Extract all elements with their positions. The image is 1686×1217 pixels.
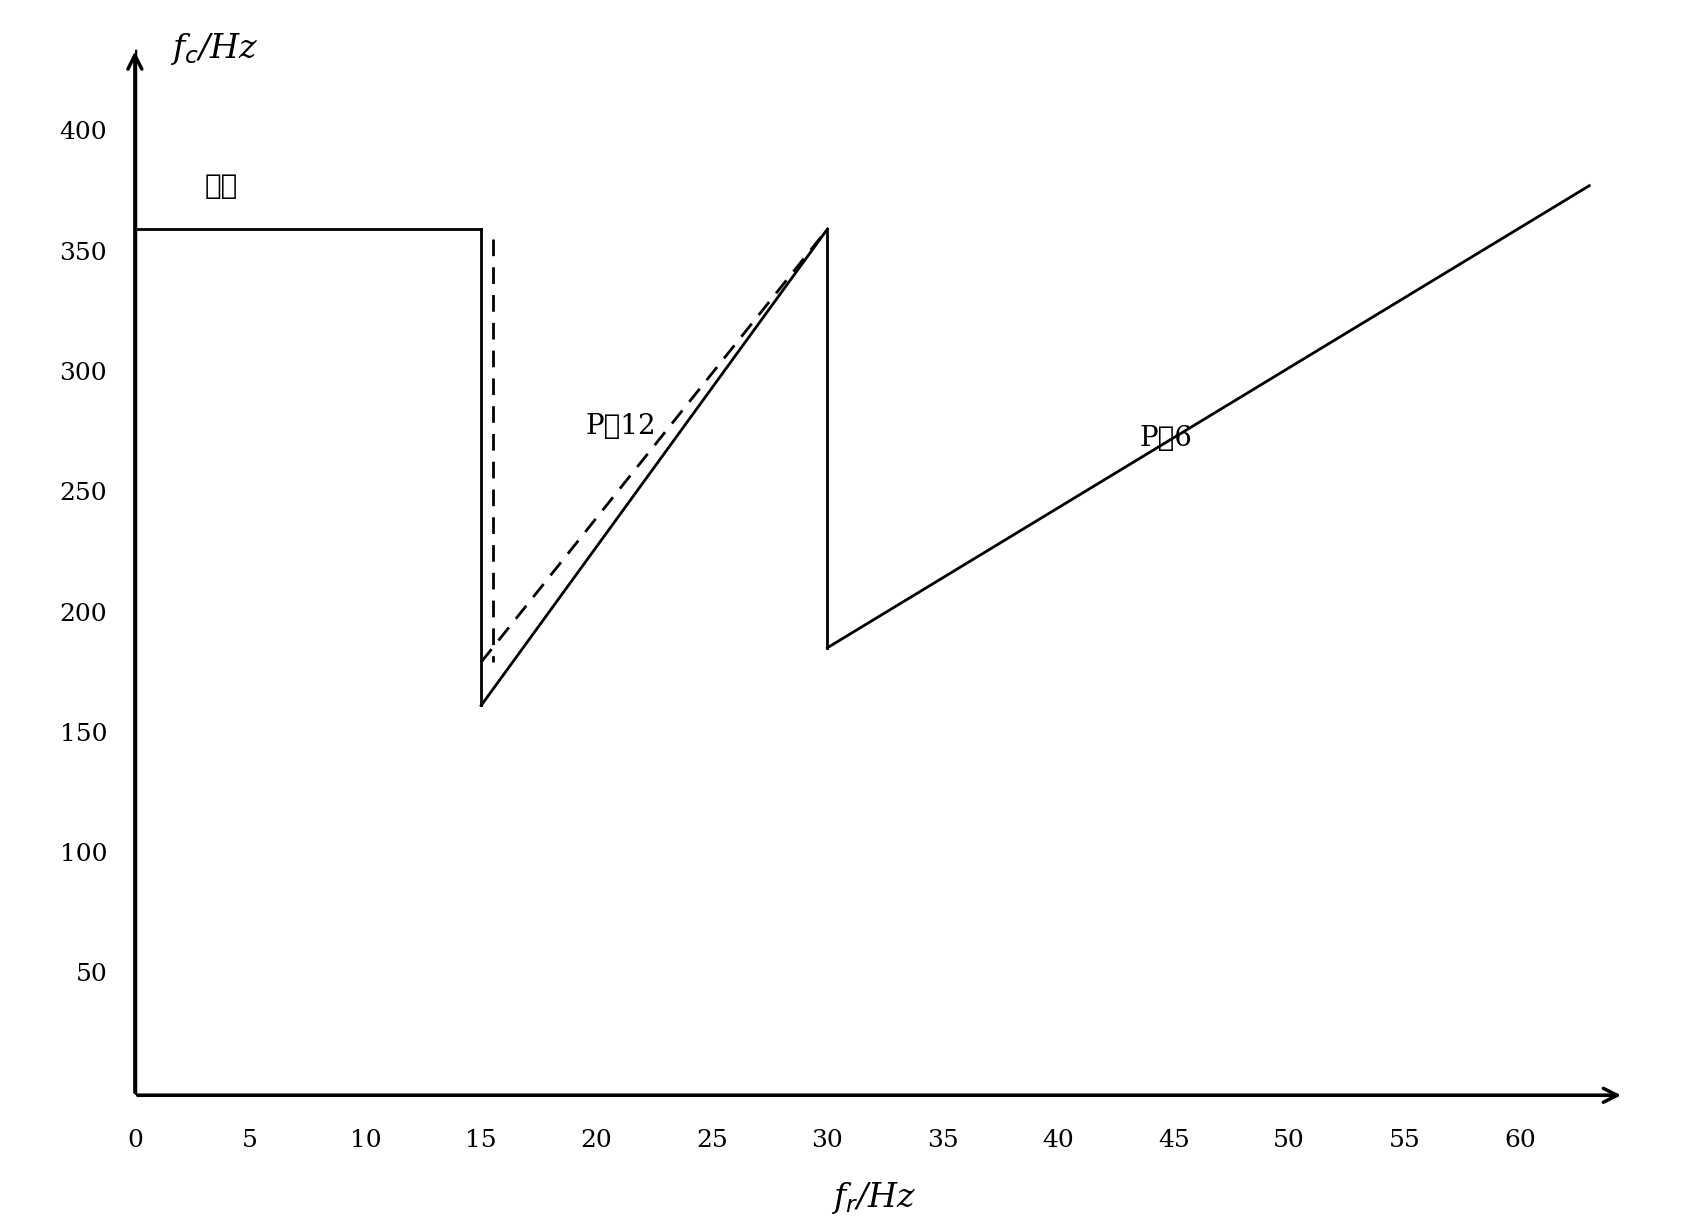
- Text: 30: 30: [811, 1129, 843, 1152]
- Text: 40: 40: [1042, 1129, 1074, 1152]
- Text: 0: 0: [126, 1129, 143, 1152]
- Text: f$_r$/Hz: f$_r$/Hz: [831, 1179, 915, 1216]
- Text: 60: 60: [1504, 1129, 1536, 1152]
- Text: f$_c$/Hz: f$_c$/Hz: [170, 30, 258, 67]
- Text: 55: 55: [1389, 1129, 1420, 1152]
- Text: 400: 400: [59, 122, 108, 145]
- Text: 35: 35: [927, 1129, 959, 1152]
- Text: 50: 50: [1273, 1129, 1305, 1152]
- Text: 50: 50: [76, 964, 108, 987]
- Text: 5: 5: [243, 1129, 258, 1152]
- Text: 150: 150: [59, 723, 108, 746]
- Text: 100: 100: [59, 843, 108, 867]
- Text: P＝12: P＝12: [585, 413, 656, 439]
- Text: P＝6: P＝6: [1140, 425, 1192, 452]
- Text: 300: 300: [59, 361, 108, 385]
- Text: 25: 25: [696, 1129, 728, 1152]
- Text: 45: 45: [1158, 1129, 1190, 1152]
- Text: 200: 200: [59, 602, 108, 626]
- Text: 异步: 异步: [204, 172, 238, 200]
- Text: 350: 350: [59, 242, 108, 264]
- Text: 15: 15: [465, 1129, 497, 1152]
- Text: 250: 250: [59, 482, 108, 505]
- Text: 20: 20: [580, 1129, 612, 1152]
- Text: 10: 10: [351, 1129, 381, 1152]
